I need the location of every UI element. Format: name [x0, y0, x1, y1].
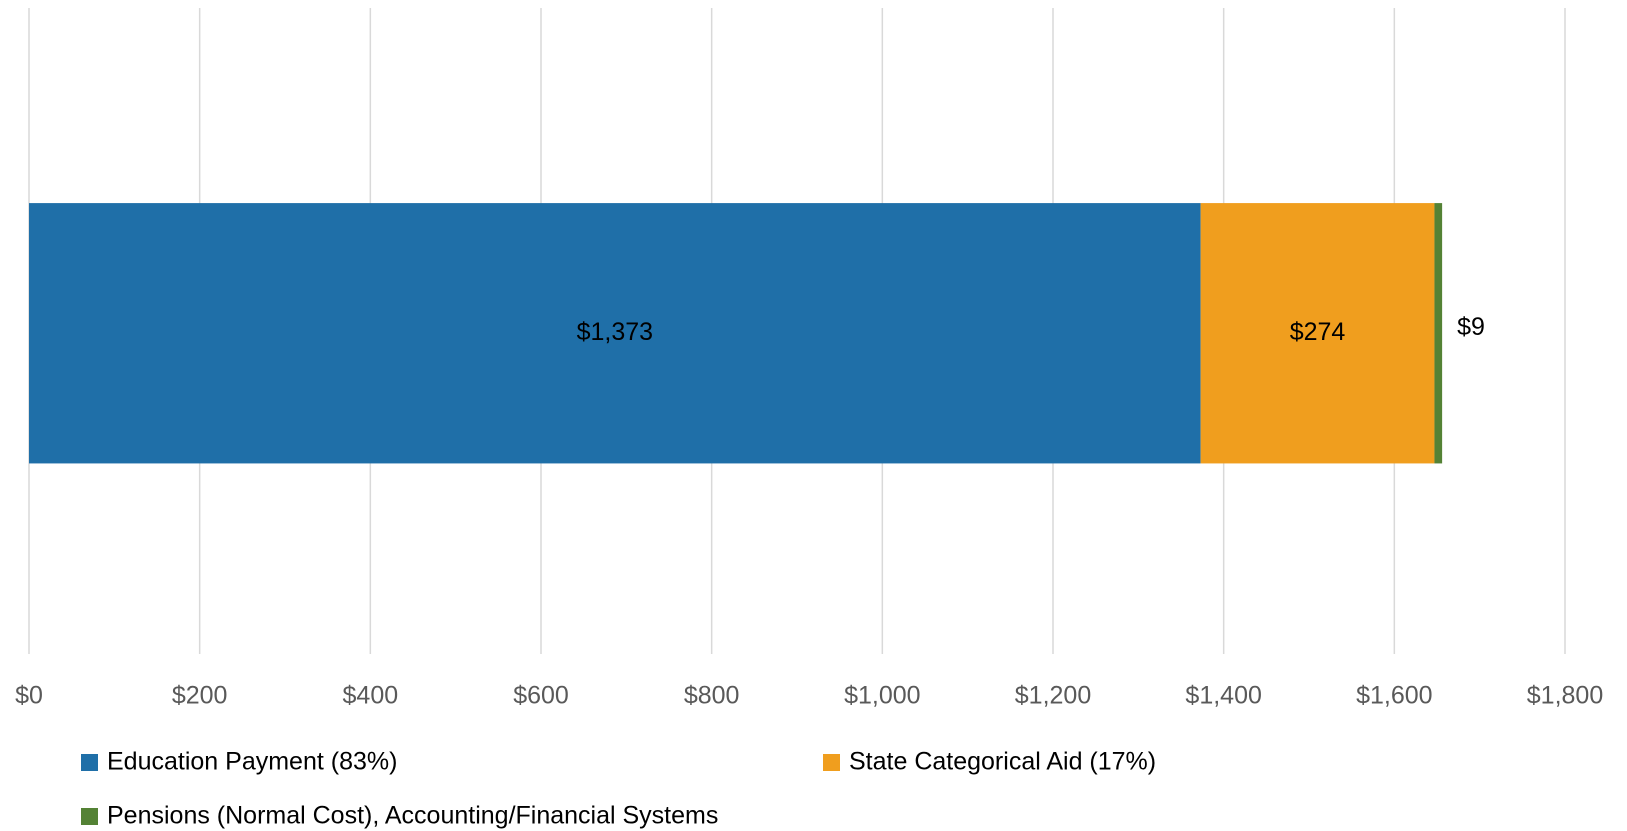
- x-tick-label: $1,000: [844, 682, 920, 710]
- legend-swatch: [823, 754, 840, 771]
- x-tick-label: $400: [343, 682, 399, 710]
- x-tick-label: $1,800: [1527, 682, 1603, 710]
- x-tick-label: $200: [172, 682, 228, 710]
- bar-segment: [1200, 203, 1435, 464]
- legend-swatch: [81, 754, 98, 771]
- x-tick-label: $800: [684, 682, 740, 710]
- legend-label: Education Payment (83%): [107, 748, 397, 776]
- x-tick-label: $1,200: [1015, 682, 1091, 710]
- data-label: $1,373: [577, 318, 653, 346]
- data-label: $9: [1457, 313, 1485, 341]
- bar-segment: [29, 203, 1201, 464]
- x-tick-label: $1,600: [1356, 682, 1432, 710]
- bar-segment: [1434, 203, 1443, 464]
- data-label: $274: [1290, 318, 1346, 346]
- x-tick-label: $0: [15, 682, 43, 710]
- legend-label: Pensions (Normal Cost), Accounting/Finan…: [107, 802, 718, 830]
- x-tick-label: $600: [513, 682, 569, 710]
- legend-swatch: [81, 808, 98, 825]
- legend-label: State Categorical Aid (17%): [849, 748, 1156, 776]
- x-tick-label: $1,400: [1185, 682, 1261, 710]
